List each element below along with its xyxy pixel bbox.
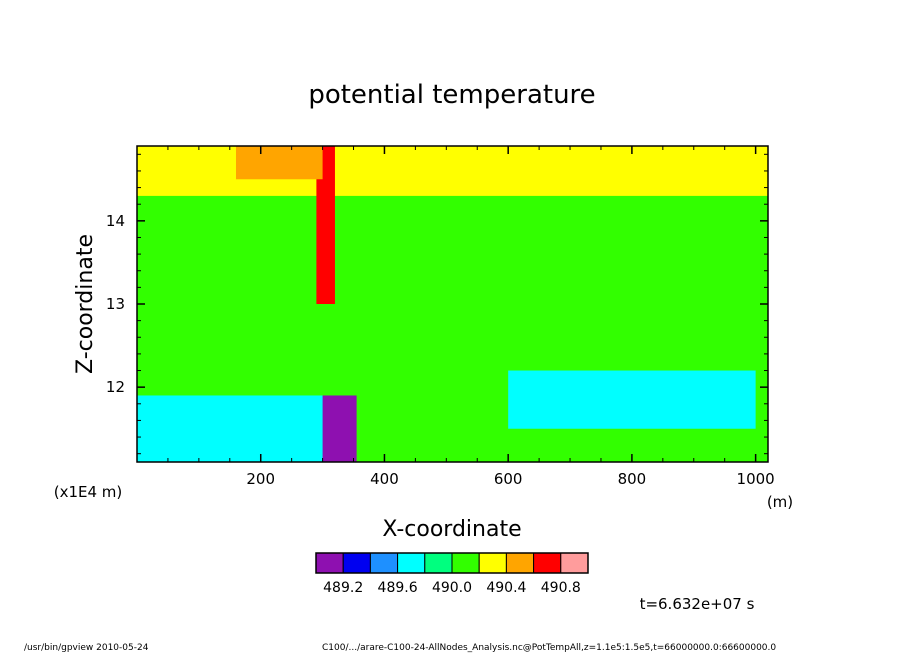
heatmap-region-top-orange	[235, 146, 323, 180]
colorbar-swatch	[533, 552, 562, 574]
heatmap-region-plume-dark	[322, 395, 357, 462]
y-tick-label: 14	[106, 212, 125, 230]
x-axis-unit: (m)	[767, 493, 793, 511]
colorbar-swatch	[424, 552, 453, 574]
x-tick-label: 200	[246, 470, 275, 488]
colorbar-swatch	[369, 552, 399, 574]
x-tick-label: 800	[618, 470, 647, 488]
y-tick-label: 12	[106, 378, 125, 396]
colorbar-label: 489.6	[378, 580, 418, 596]
y-axis-label: Z-coordinate	[73, 234, 98, 374]
heatmap-region-upper-layer	[137, 146, 768, 196]
colorbar-swatch	[478, 552, 507, 574]
colorbar-swatch	[342, 552, 371, 574]
colorbar-swatch	[560, 552, 589, 574]
colorbar-swatch	[451, 552, 480, 574]
chart-title: potential temperature	[308, 80, 595, 110]
heatmap-region-right-cyan-patches	[508, 370, 756, 429]
heatmap-region-mid-layer	[137, 279, 768, 346]
y-axis: 12 13 14	[106, 153, 768, 455]
colorbar-label: 490.0	[432, 580, 472, 596]
x-tick-label: 1000	[737, 470, 775, 488]
colorbar-label: 490.8	[541, 580, 581, 596]
heatmap-region-lower-left-cyan	[137, 395, 354, 462]
y-axis-unit: (x1E4 m)	[54, 483, 123, 501]
colorbar-swatch	[315, 552, 344, 574]
time-annotation: t=6.632e+07 s	[640, 595, 755, 613]
colorbar-swatch	[505, 552, 535, 574]
colorbar-swatch	[397, 552, 426, 574]
footer-right: C100/.../arare-C100-24-AllNodes_Analysis…	[322, 643, 776, 653]
colorbar-frame	[315, 552, 589, 574]
colorbar-label: 489.2	[323, 580, 363, 596]
heatmap-field	[137, 146, 768, 462]
x-axis: 200 400 600 800 1000	[167, 146, 775, 488]
colorbar-label: 490.4	[486, 580, 526, 596]
y-tick-label: 13	[106, 295, 125, 313]
heatmap-region-plume-red	[316, 146, 335, 304]
footer-left: /usr/bin/gpview 2010-05-24	[24, 643, 149, 653]
x-tick-label: 600	[494, 470, 523, 488]
plot-area	[136, 145, 769, 463]
x-axis-label: X-coordinate	[382, 517, 521, 542]
colorbar: 489.2 489.6 490.0 490.4 490.8	[315, 552, 589, 596]
x-tick-label: 400	[370, 470, 399, 488]
